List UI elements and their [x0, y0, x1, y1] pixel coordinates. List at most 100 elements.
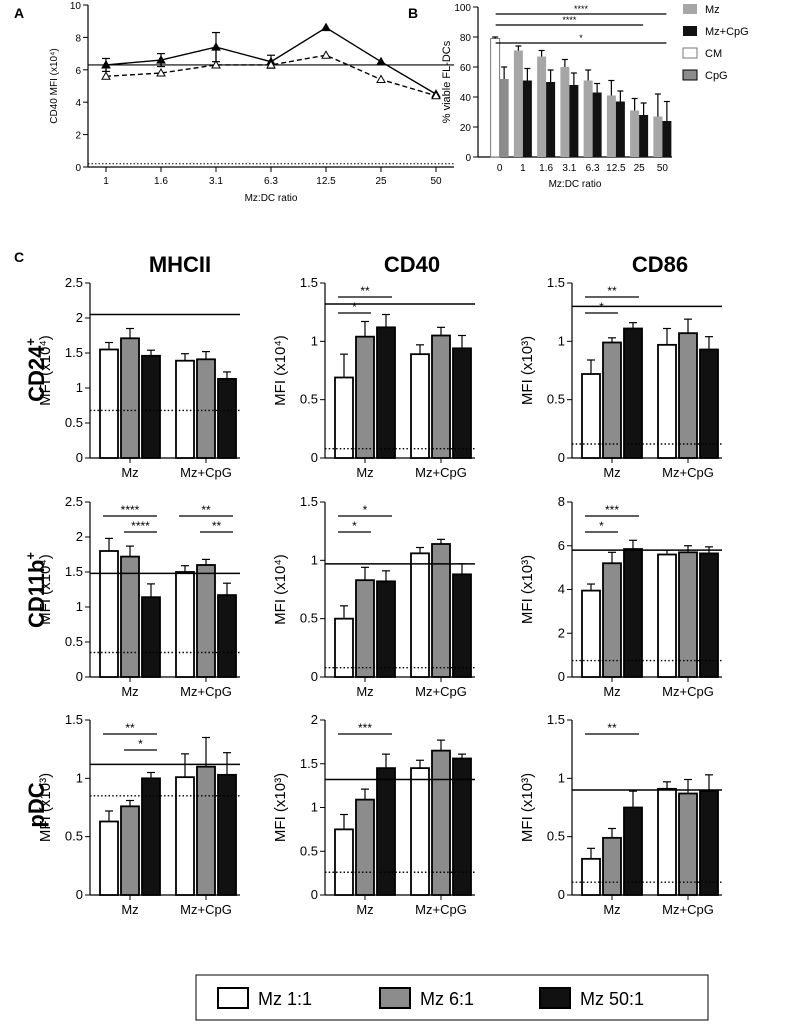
panel-a-point [376, 56, 386, 66]
panel-b-x-tick-label: 25 [634, 163, 646, 174]
panel-label-c: C [14, 249, 24, 265]
panel-b-sig-label: * [579, 33, 583, 43]
panel-c-r1c3-y-tick-label: 0 [558, 450, 565, 465]
panel-c-r2c1-sig-label: **** [121, 503, 140, 517]
panel-a-point [321, 22, 331, 32]
panel-a-point [156, 55, 166, 64]
panel-c-r3c2-bar [334, 828, 354, 896]
panel-c-r1c1-bar [120, 337, 140, 459]
panel-c-r1c1-y-tick-label: 0.5 [65, 415, 83, 430]
panel-c-r2c3-bar [699, 552, 719, 678]
panel-c-r3c3-chart: 0 0.5 1 1.5 MFI (x10³) Mz Mz+CpG ** [519, 712, 722, 917]
panel-c-r2c2-chart: 0 0.5 1 1.5 MFI (x10⁴) Mz Mz+CpG * * [272, 494, 475, 699]
panel-c-r2c1-sig-label: ** [212, 519, 222, 533]
row-title-cd11b-sup: + [23, 552, 38, 560]
svg-text:CD11b+: CD11b+ [23, 552, 49, 628]
panel-c-r2c2-y-tick-label: 0.5 [300, 611, 318, 626]
panel-b-bar [639, 115, 649, 157]
svg-text:CD24+: CD24+ [23, 338, 49, 402]
panel-b-x-tick-label: 12.5 [606, 163, 626, 174]
row-title-cd11b: CD11b+ [23, 552, 49, 628]
panel-b-bar [606, 95, 616, 157]
panel-c-r3c1-x-tick-label: Mz+CpG [180, 902, 232, 917]
panel-c-r1c1-chart: 0 0.5 1 1.5 2 2.5 MFI (x10⁴) Mz Mz+CpG [37, 275, 240, 480]
panel-c-r3c2-bar [376, 767, 396, 896]
panel-b-x-tick-label: 0 [497, 163, 503, 174]
panel-c-r2c3-y-tick-label: 0 [558, 669, 565, 684]
panel-c-r3c1-bar [120, 805, 140, 896]
panel-c-r2c3-y-tick-label: 4 [558, 582, 565, 597]
panel-a-y-tick-label: 4 [75, 98, 81, 109]
panel-c-r2c1-sig-label: **** [131, 519, 150, 533]
panel-c-r2c2-bar [410, 552, 430, 678]
panel-c-r3c1-sig-label: * [138, 737, 143, 751]
panel-a-y-tick-label: 2 [75, 131, 81, 142]
panel-c-r3c3-y-tick-label: 0.5 [547, 829, 565, 844]
panel-c-r3c3-sig-label: ** [607, 721, 617, 735]
panel-b-bar [583, 80, 593, 157]
panel-b-chart: 0 20 40 60 80 100 0 1 1.6 3.1 6.3 12.5 25 50 Mz:DC rat… [441, 3, 749, 190]
panel-c-r1c1-bar [141, 354, 161, 459]
panel-c-r3c2-y-tick-label: 1.5 [300, 756, 318, 771]
panel-c-r3c2-bar [431, 749, 451, 896]
panel-c-r3c3-x-tick-label: Mz [603, 902, 620, 917]
panel-c-r2c3-y-tick-label: 8 [558, 494, 565, 509]
panel-c-r1c3-bar [678, 332, 698, 459]
col-title-cd86: CD86 [632, 252, 688, 277]
panel-c-r3c2-y-tick-label: 1 [311, 800, 318, 815]
panel-b-bar [569, 85, 579, 157]
panel-c-r1c2-x-tick-label: Mz [356, 465, 373, 480]
panel-c-r2c1-sig-label: ** [201, 503, 211, 517]
panel-c-r2c1-x-tick-label: Mz+CpG [180, 684, 232, 699]
panel-c-r2c3-bar [623, 548, 643, 678]
panel-b-legend-label: Mz [705, 4, 720, 16]
panel-c-r1c2-bar [431, 334, 451, 459]
panel-b-sig-label: **** [562, 15, 577, 25]
panel-a-x-tick-label: 3.1 [209, 176, 223, 187]
panel-c-r2c1-y-tick-label: 2 [76, 529, 83, 544]
panel-c-r1c1-y-tick-label: 1 [76, 380, 83, 395]
panel-b-y-tick-label: 20 [460, 123, 472, 134]
panel-c-r1c3-chart: 0 0.5 1 1.5 MFI (x10³) Mz Mz+CpG *** [519, 275, 722, 480]
panel-c-r1c3-y-tick-label: 1.5 [547, 275, 565, 290]
panel-b-legend-label: CpG [705, 70, 728, 82]
panel-c-r3c1-bar [217, 773, 237, 896]
panel-c-r1c1-x-tick-label: Mz [121, 465, 138, 480]
panel-c-r3c1-y-label: MFI (x10³) [37, 773, 54, 842]
panel-c-r3c2-sig-label: *** [358, 721, 372, 735]
panel-c-r3c1-y-tick-label: 0 [76, 887, 83, 902]
panel-b-y-tick-label: 80 [460, 33, 472, 44]
panel-b-legend-label: Mz+CpG [705, 26, 749, 38]
panel-c-r1c3-bar [657, 343, 677, 459]
panel-c-r1c2-bar [334, 376, 354, 459]
panel-c-r1c2-bar [452, 347, 472, 459]
panel-c-r2c1-bar [141, 596, 161, 678]
panel-c-r1c1-bar [217, 377, 237, 459]
panel-c-r2c1-bar [196, 564, 216, 678]
panel-b-x-tick-label: 1.6 [539, 163, 553, 174]
panel-c-r3c1-sig-label: ** [125, 721, 135, 735]
panel-b-bar [522, 80, 532, 157]
panel-c-r2c1-bar [217, 594, 237, 678]
panel-a-point [156, 68, 166, 77]
panel-c-r1c3-bar [581, 373, 601, 459]
panel-c-r2c3-y-label: MFI (x10³) [519, 555, 536, 624]
panel-c-r2c2-y-tick-label: 1.5 [300, 494, 318, 509]
panel-a-y-tick-label: 8 [75, 33, 81, 44]
panel-b-legend-label: CM [705, 48, 722, 60]
panel-c-r1c1-y-tick-label: 2.5 [65, 275, 83, 290]
panel-c-r1c1-x-tick-label: Mz+CpG [180, 465, 232, 480]
panel-c-r3c3-bar [657, 787, 677, 896]
panel-c-r1c3-x-tick-label: Mz+CpG [662, 465, 714, 480]
panel-a-x-tick-label: 25 [375, 176, 387, 187]
panel-c-r1c3-bar [623, 327, 643, 459]
panel-b-legend-swatch [683, 26, 697, 36]
panel-a-x-tick-label: 1 [103, 176, 109, 187]
panel-a-y-tick-label: 0 [75, 163, 81, 174]
row-title-cd24-sup: + [23, 338, 38, 346]
panel-c-r3c3-x-tick-label: Mz+CpG [662, 902, 714, 917]
panel-b-legend-swatch [683, 4, 697, 14]
panel-c-r1c1-y-tick-label: 0 [76, 450, 83, 465]
panel-a-chart: 0 2 4 6 8 10 1 1.6 3.1 6.3 12.5 25 50 Mz:DC ratio CD40… [49, 1, 454, 204]
row-title-cd24: CD24+ [23, 338, 49, 402]
